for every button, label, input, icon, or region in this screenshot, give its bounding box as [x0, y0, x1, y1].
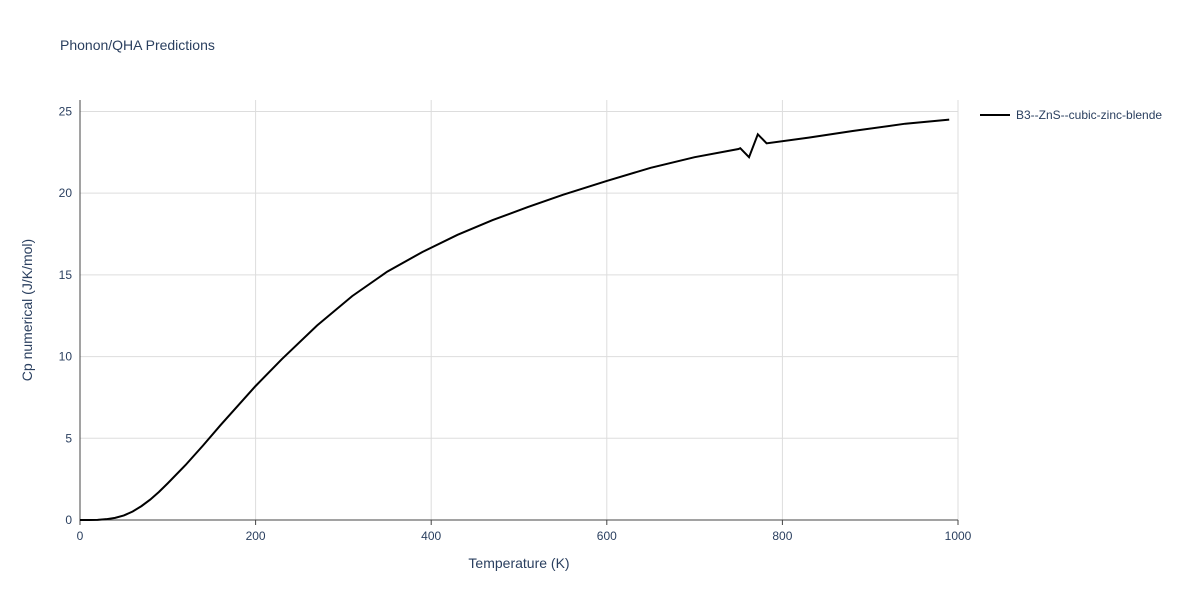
- x-tick-label: 400: [421, 529, 441, 543]
- x-tick-label: 0: [77, 529, 84, 543]
- data-line: [80, 118, 950, 521]
- x-tick-label: 200: [246, 529, 266, 543]
- y-tick-label: 10: [59, 350, 73, 364]
- y-axis-label: Cp numerical (J/K/mol): [19, 239, 35, 381]
- x-axis-label: Temperature (K): [468, 555, 569, 571]
- chart-title: Phonon/QHA Predictions: [60, 37, 215, 53]
- x-tick-label: 1000: [945, 529, 972, 543]
- y-tick-label: 20: [59, 186, 73, 200]
- y-tick-label: 5: [65, 431, 72, 445]
- y-tick-label: 25: [59, 104, 73, 118]
- x-tick-label: 600: [597, 529, 617, 543]
- y-tick-label: 0: [65, 513, 72, 527]
- x-tick-label: 800: [772, 529, 792, 543]
- legend-label: B3--ZnS--cubic-zinc-blende: [1016, 108, 1162, 122]
- y-tick-label: 15: [59, 268, 73, 282]
